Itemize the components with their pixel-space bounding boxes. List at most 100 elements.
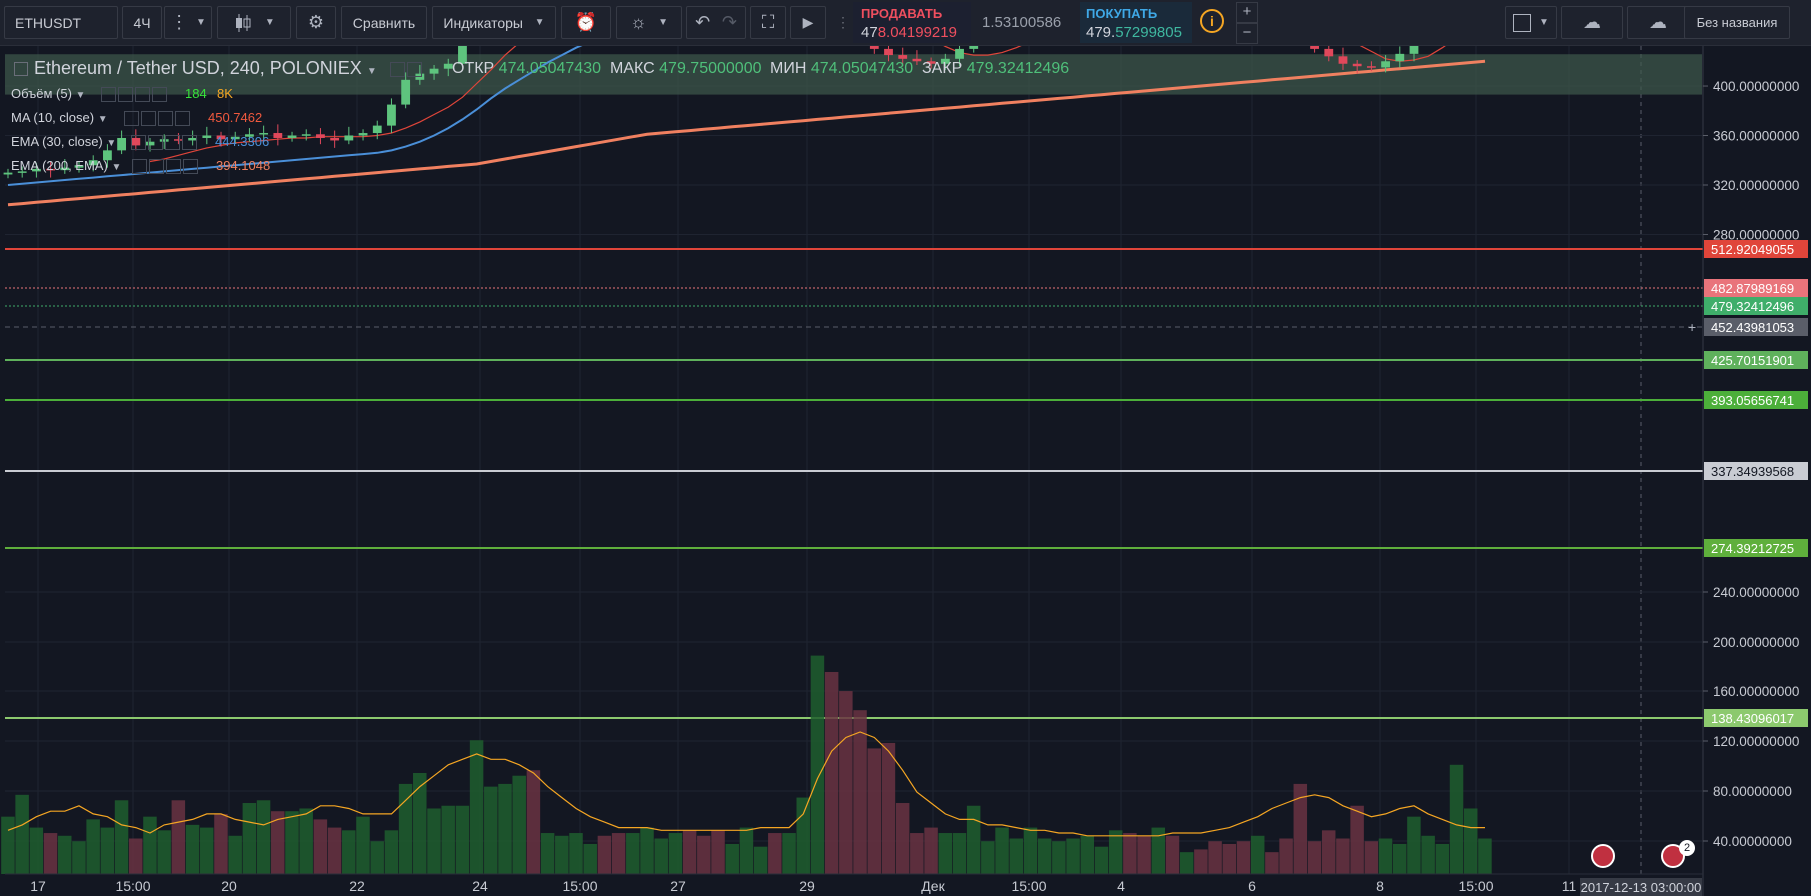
sell-price: 478.04199219 (861, 24, 957, 41)
redo-icon[interactable]: ↷ (721, 12, 737, 32)
layout-name-button[interactable]: Без названия (1684, 6, 1790, 39)
layout-select-button[interactable]: ▼ (1505, 6, 1557, 39)
ema30-indicator-legend[interactable]: EMA (30, close) ▼ 444.3306 (11, 134, 270, 151)
interval-text: 4Ч (133, 14, 151, 31)
volume-bar (668, 833, 683, 874)
x-tick-label: 15:00 (562, 878, 597, 894)
decrease-icon[interactable]: − (1236, 23, 1258, 44)
settings-icon[interactable] (406, 61, 422, 77)
replay-button[interactable]: ▶ (790, 6, 826, 39)
buy-button[interactable]: ПОКУПАТЬ 479.57299805 (1080, 2, 1192, 43)
volume-bar (753, 846, 768, 874)
indicator-value: 444.3306 (215, 134, 270, 149)
interval-button[interactable]: 4Ч (122, 6, 162, 39)
volume-bar (1279, 838, 1293, 874)
x-tick-label: 17 (30, 878, 46, 894)
ma-indicator-legend[interactable]: MA (10, close) ▼ 450.7462 (11, 110, 263, 127)
price-line-label-box (1704, 462, 1808, 480)
candle-body (17, 171, 27, 173)
volume-bar (796, 797, 810, 874)
buy-price: 479.57299805 (1086, 24, 1182, 41)
indicator-name: MA (10, close) (11, 110, 95, 125)
volume-bar (1478, 838, 1492, 874)
volume-bar (1392, 843, 1407, 874)
indicator-name: Объём (5) (11, 86, 72, 101)
volume-bar (1350, 805, 1364, 874)
hide-icon[interactable] (389, 61, 405, 77)
volume-bar (1265, 852, 1279, 874)
volume-bar (540, 833, 555, 874)
crosshair-time-box (1580, 878, 1702, 896)
crosshair-time-label: 2017-12-13 03:00:00 (1581, 880, 1702, 895)
volume-bar (867, 748, 881, 874)
undo-icon[interactable]: ↶ (695, 12, 711, 32)
volume-bar (157, 830, 171, 874)
price-line-label: 512.92049055 (1711, 242, 1794, 257)
price-line-label-box (1704, 539, 1808, 557)
price-line-label-box (1704, 279, 1808, 297)
candle-body (145, 141, 155, 146)
interval-more-button[interactable]: ⋮ ▼ (164, 6, 212, 39)
lightbulb-icon: ☼ (629, 12, 647, 32)
volume-bar (1250, 835, 1265, 874)
volume-bar (1407, 816, 1421, 874)
y-tick-label: 400.00000000 (1713, 79, 1799, 94)
volume-bar (782, 833, 796, 874)
candle-body (188, 137, 198, 141)
crosshair-plus-icon: + (1688, 319, 1696, 335)
sell-button[interactable]: ПРОДАВАТЬ 478.04199219 (853, 2, 971, 43)
price-line-label: 393.05656741 (1711, 393, 1794, 408)
ema200-indicator-legend[interactable]: EMA (200, EMA) ▼ 394.1048 (11, 158, 271, 175)
indicator-value: 184 (185, 86, 207, 101)
alert-button[interactable]: ⏰ (561, 6, 611, 39)
collapse-icon[interactable] (14, 62, 28, 77)
volume-bar (398, 783, 413, 874)
volume-bar (924, 827, 938, 874)
candle-body (1395, 53, 1405, 62)
fullscreen-button[interactable]: ⛶ (750, 6, 786, 39)
ohlc-close: ЗАКР 479.32412496 (922, 60, 1070, 77)
support-zone (5, 54, 1702, 95)
volume-bar (356, 816, 370, 874)
volume-bar (498, 783, 512, 874)
event-flag-icon[interactable] (1591, 844, 1615, 868)
volume-bar (214, 813, 228, 874)
load-layout-button[interactable]: ☁ (1561, 6, 1623, 39)
volume-bar (810, 655, 825, 874)
price-chart[interactable]: 640.00000000600.00000000560.00000000520.… (0, 46, 1811, 896)
volume-bar (952, 833, 967, 874)
x-tick-label: 4 (1117, 878, 1125, 894)
symbol-search-input[interactable]: ETHUSDT (4, 6, 118, 39)
symbol-legend[interactable]: Ethereum / Tether USD, 240, POLONIEX ▼ (14, 58, 424, 79)
settings-button[interactable]: ⚙ (296, 6, 336, 39)
volume-bar (654, 838, 668, 874)
candle-body (60, 167, 70, 171)
candle-body (245, 134, 254, 137)
indicators-button[interactable]: Индикаторы ▼ (432, 6, 556, 39)
templates-button[interactable]: ☼ ▼ (616, 6, 682, 39)
x-tick-label: 15:00 (115, 878, 150, 894)
y-tick-label: 200.00000000 (1713, 635, 1799, 650)
candle-body (46, 168, 56, 171)
save-layout-button[interactable]: ☁ (1627, 6, 1689, 39)
volume-bar (1321, 830, 1336, 874)
candle-body (273, 133, 283, 138)
compare-button[interactable]: Сравнить (341, 6, 427, 39)
volume-indicator-legend[interactable]: Объём (5) ▼ 184 8K (11, 86, 233, 103)
price-line-label-box (1704, 297, 1808, 315)
indicator-name: EMA (30, close) (11, 134, 103, 149)
volume-bar (285, 811, 299, 874)
info-icon[interactable]: i (1200, 9, 1224, 33)
volume-bar (413, 772, 427, 874)
event-flag-icon[interactable] (1661, 844, 1685, 868)
volume-bar (555, 835, 569, 874)
volume-bar (995, 827, 1009, 874)
increase-icon[interactable]: + (1236, 2, 1258, 23)
volume-bar (1236, 841, 1251, 874)
alarm-clock-icon: ⏰ (574, 12, 598, 32)
candle-body (202, 135, 212, 138)
candle-body (88, 160, 98, 166)
chart-type-button[interactable]: ▼ (217, 6, 291, 39)
ohlc-high: МАКС 479.75000000 (610, 60, 762, 77)
volume-bar (469, 740, 484, 874)
